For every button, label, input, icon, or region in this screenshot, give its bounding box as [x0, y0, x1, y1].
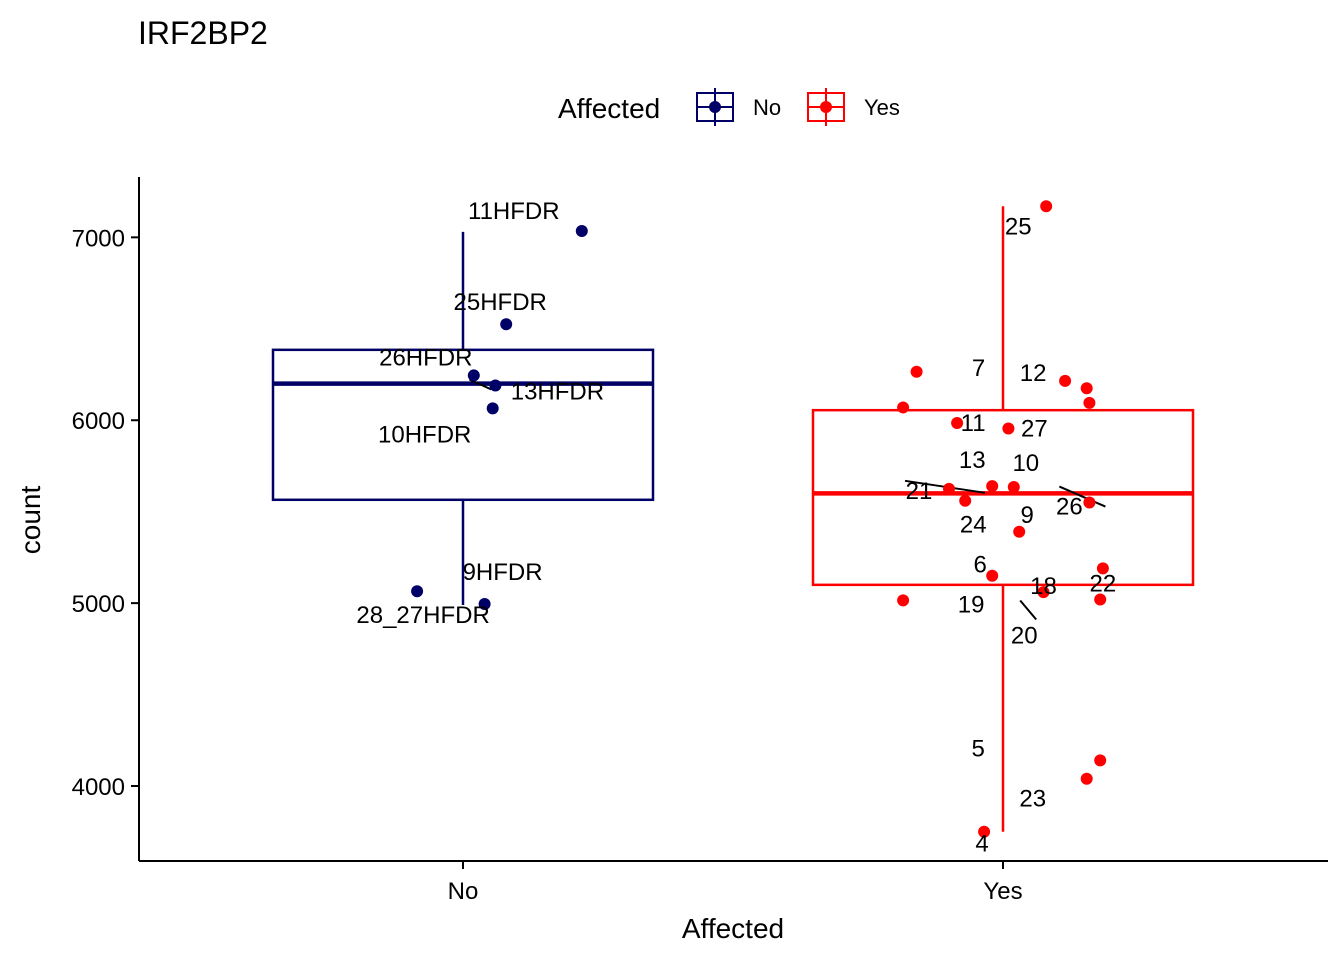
y-tick-label-7000: 7000	[72, 225, 125, 252]
point-label-6: 6	[974, 552, 987, 579]
point-yes-26	[1083, 496, 1096, 509]
point-yes-11	[951, 416, 964, 429]
point-label-25: 25	[1005, 213, 1032, 240]
point-label-13hfdr: 13HFDR	[511, 378, 604, 405]
x-axis-title: Affected	[682, 913, 784, 944]
point-label-24: 24	[960, 512, 987, 539]
point-label-26: 26	[1056, 494, 1083, 521]
point-label-27: 27	[1021, 415, 1048, 442]
point-label-26hfdr: 26HFDR	[379, 344, 472, 371]
point-yes-5	[1094, 754, 1107, 767]
point-label-10hfdr: 10HFDR	[378, 421, 471, 448]
point-yes-6	[986, 569, 999, 582]
point-yes-27	[1002, 422, 1015, 435]
point-yes-13	[986, 480, 999, 493]
point-label-18: 18	[1030, 573, 1057, 600]
point-label-13: 13	[959, 447, 986, 474]
point-yes-23	[1080, 772, 1093, 785]
point-yes-19	[897, 594, 910, 607]
legend: Affected No Yes	[558, 88, 900, 126]
axes: 4000 5000 6000 7000 No Yes	[72, 177, 1328, 905]
legend-key-point-yes	[820, 101, 832, 113]
y-tick-label-5000: 5000	[72, 591, 125, 618]
point-yes-21	[943, 482, 955, 495]
point-label-21: 21	[906, 478, 933, 505]
point-label-7: 7	[972, 355, 985, 382]
point-label-5: 5	[972, 735, 985, 762]
point-label-23: 23	[1019, 786, 1046, 813]
leader-line-20	[1019, 599, 1037, 621]
point-no-25hfdr	[500, 318, 513, 331]
point-yes-7	[910, 365, 923, 378]
point-label-11hfdr: 11HFDR	[468, 198, 560, 225]
point-label-9hfdr: 9HFDR	[463, 559, 543, 586]
point-yes-25	[1040, 200, 1053, 213]
point-label-9: 9	[1021, 502, 1034, 529]
point-yes-unlabeled-5	[897, 401, 910, 414]
legend-title: Affected	[558, 93, 660, 124]
chart-title: IRF2BP2	[138, 15, 268, 51]
point-yes-24	[959, 494, 972, 507]
point-yes-22	[1096, 562, 1109, 575]
legend-key-point-no	[709, 101, 721, 113]
box-yes	[811, 408, 1195, 587]
point-no-9hfdr	[478, 598, 491, 611]
legend-label-yes: Yes	[864, 95, 900, 120]
y-axis-title: count	[15, 486, 46, 555]
plot-area: 11HFDR 25HFDR 26HFDR 13HFDR 10HFDR 9HFDR 28_27…	[271, 198, 1195, 858]
legend-label-no: No	[753, 95, 781, 120]
point-yes-18	[1037, 586, 1050, 599]
y-tick-label-6000: 6000	[72, 408, 125, 435]
point-no-10hfdr	[486, 402, 499, 415]
point-yes-4	[978, 825, 991, 838]
point-label-10: 10	[1012, 450, 1039, 477]
point-no-28-27hfdr	[411, 585, 424, 598]
point-no-13hfdr	[489, 379, 502, 392]
point-label-4: 4	[975, 831, 988, 858]
point-label-22: 22	[1090, 570, 1117, 597]
point-label-11: 11	[961, 410, 986, 437]
point-label-25hfdr: 25HFDR	[454, 289, 547, 316]
point-no-26hfdr	[467, 369, 480, 382]
point-label-28-27hfdr: 28_27HFDR	[356, 602, 489, 629]
point-yes-10	[1007, 480, 1020, 493]
point-label-19: 19	[958, 591, 985, 618]
x-tick-label-no: No	[448, 878, 479, 905]
point-yes-9	[1013, 525, 1026, 538]
point-label-12: 12	[1020, 360, 1047, 387]
box-no	[271, 348, 655, 502]
x-tick-label-yes: Yes	[983, 878, 1022, 905]
point-no-11hfdr	[575, 224, 588, 237]
y-tick-label-4000: 4000	[72, 774, 125, 801]
point-yes-20	[1094, 593, 1107, 606]
leader-line-26	[1059, 485, 1106, 508]
point-yes-12	[1059, 374, 1072, 387]
point-yes-unlabeled-4	[1083, 396, 1096, 409]
point-yes-unlabeled-3	[1080, 382, 1093, 395]
point-label-20: 20	[1011, 622, 1038, 649]
